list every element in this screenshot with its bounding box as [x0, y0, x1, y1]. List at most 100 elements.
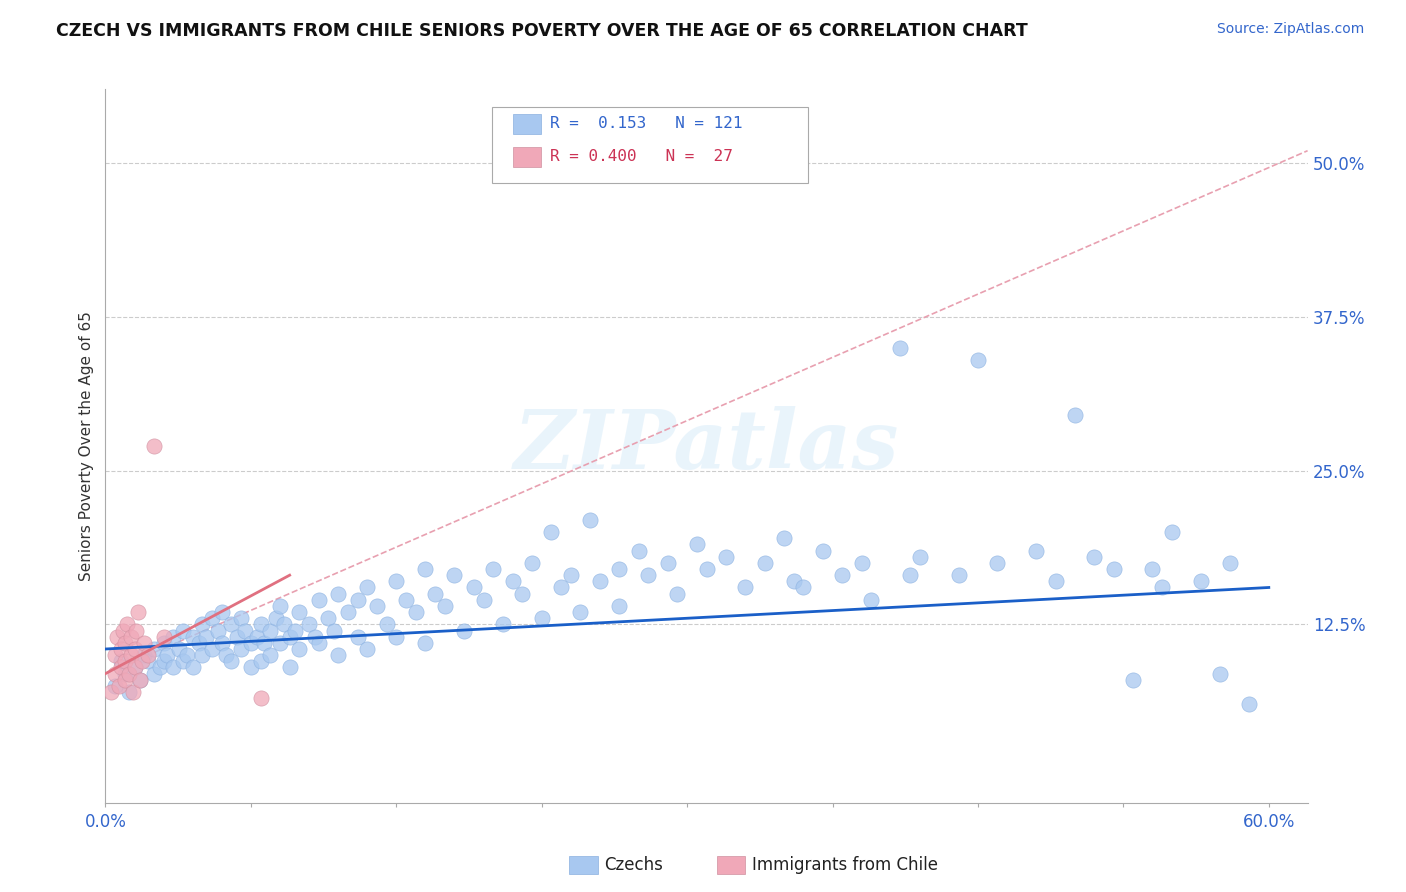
Point — [627, 543, 650, 558]
Point — [1209, 666, 1232, 681]
Point — [696, 562, 718, 576]
Point — [162, 660, 184, 674]
Point — [195, 630, 218, 644]
Point — [114, 673, 136, 687]
Point — [249, 691, 271, 706]
Point — [221, 617, 243, 632]
Point — [1025, 543, 1047, 558]
Point — [120, 648, 142, 662]
Point — [607, 599, 630, 613]
Point — [754, 556, 776, 570]
Point — [162, 630, 184, 644]
Point — [326, 648, 349, 662]
Point — [589, 574, 612, 589]
Point — [269, 599, 291, 613]
Point — [259, 648, 281, 662]
Point — [129, 673, 152, 687]
Point — [308, 592, 330, 607]
Point — [231, 642, 253, 657]
Point — [121, 685, 143, 699]
Point — [249, 654, 271, 668]
Point — [1064, 409, 1087, 423]
Point — [1102, 562, 1125, 576]
Y-axis label: Seniors Poverty Over the Age of 65: Seniors Poverty Over the Age of 65 — [79, 311, 94, 581]
Point — [1083, 549, 1105, 564]
Point — [239, 660, 262, 674]
Point — [152, 636, 174, 650]
Point — [288, 605, 311, 619]
Point — [172, 654, 194, 668]
Point — [124, 660, 146, 674]
Point — [108, 679, 131, 693]
Point — [607, 562, 630, 576]
Text: Immigrants from Chile: Immigrants from Chile — [752, 856, 938, 874]
Point — [104, 648, 127, 662]
Point — [100, 685, 122, 699]
Point — [666, 587, 689, 601]
Point — [1239, 698, 1261, 712]
Point — [860, 592, 883, 607]
Point — [502, 574, 524, 589]
Point — [110, 654, 132, 668]
Point — [264, 611, 287, 625]
Point — [278, 660, 301, 674]
Point — [773, 531, 796, 545]
Point — [686, 537, 709, 551]
Point — [908, 549, 931, 564]
Point — [304, 630, 326, 644]
Point — [433, 599, 456, 613]
Point — [1160, 525, 1182, 540]
Point — [201, 642, 224, 657]
Point — [191, 617, 214, 632]
Point — [152, 654, 174, 668]
Point — [986, 556, 1008, 570]
Point — [233, 624, 256, 638]
Point — [463, 581, 485, 595]
Point — [259, 624, 281, 638]
Point — [356, 581, 378, 595]
Point — [278, 630, 301, 644]
Point — [118, 666, 141, 681]
Text: CZECH VS IMMIGRANTS FROM CHILE SENIORS POVERTY OVER THE AGE OF 65 CORRELATION CH: CZECH VS IMMIGRANTS FROM CHILE SENIORS P… — [56, 22, 1028, 40]
Point — [346, 630, 368, 644]
Point — [284, 624, 307, 638]
Point — [453, 624, 475, 638]
Point — [124, 642, 146, 657]
Point — [308, 636, 330, 650]
Point — [948, 568, 970, 582]
Point — [714, 549, 737, 564]
Point — [898, 568, 921, 582]
Point — [395, 592, 418, 607]
Point — [110, 660, 132, 674]
Point — [118, 685, 141, 699]
Point — [637, 568, 659, 582]
Point — [214, 648, 236, 662]
Point — [104, 666, 127, 681]
Point — [326, 587, 349, 601]
Point — [211, 636, 233, 650]
Point — [226, 630, 249, 644]
Point — [323, 624, 346, 638]
Point — [127, 605, 149, 619]
Point — [269, 636, 291, 650]
Point — [115, 617, 138, 632]
Point — [114, 636, 136, 650]
Point — [889, 341, 911, 355]
Point — [167, 642, 190, 657]
Point — [114, 654, 136, 668]
Point — [105, 630, 128, 644]
Point — [1152, 581, 1174, 595]
Point — [492, 617, 515, 632]
Point — [851, 556, 873, 570]
Text: Source: ZipAtlas.com: Source: ZipAtlas.com — [1216, 22, 1364, 37]
Point — [510, 587, 533, 601]
Point — [385, 630, 408, 644]
Point — [156, 648, 179, 662]
Point — [415, 636, 437, 650]
Point — [172, 624, 194, 638]
Point — [134, 648, 156, 662]
Point — [110, 642, 132, 657]
Point — [239, 636, 262, 650]
Point — [221, 654, 243, 668]
Point — [423, 587, 446, 601]
